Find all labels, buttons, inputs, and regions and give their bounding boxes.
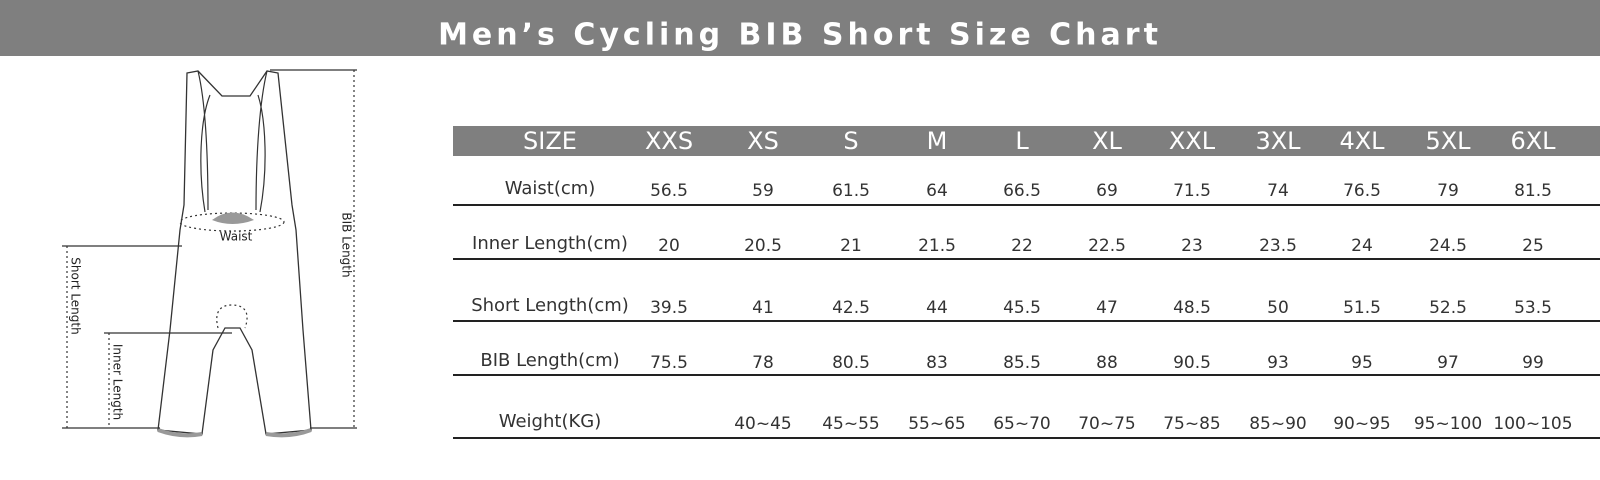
cell: 20 (658, 236, 680, 256)
cell: 45~55 (822, 414, 880, 434)
waist-fill (212, 212, 254, 224)
row-label: Waist(cm) (505, 178, 596, 199)
hem (157, 428, 312, 438)
cell: 76.5 (1343, 181, 1381, 201)
cell: 75~85 (1163, 414, 1221, 434)
cell: 20.5 (744, 236, 782, 256)
cell: 69 (1096, 181, 1118, 201)
cell: 66.5 (1003, 181, 1041, 201)
cell: 83 (926, 353, 948, 373)
cell: 70~75 (1078, 414, 1136, 434)
cell: 45.5 (1003, 298, 1041, 318)
cell: 59 (752, 181, 774, 201)
header-cell: 6XL (1510, 127, 1556, 155)
cell: 97 (1437, 353, 1459, 373)
cell: 23.5 (1259, 236, 1297, 256)
title: Men’s Cycling BIB Short Size Chart (438, 18, 1162, 53)
row-label: Short Length(cm) (471, 295, 629, 316)
waist-label: Waist (220, 230, 253, 244)
cell: 78 (752, 353, 774, 373)
cell: 39.5 (650, 298, 688, 318)
row-label: Weight(KG) (499, 411, 602, 432)
cell: 85~90 (1249, 414, 1307, 434)
header-cell: 4XL (1339, 127, 1385, 155)
cell: 22 (1011, 236, 1033, 256)
header-cell: S (843, 127, 858, 155)
inner-length-label: Inner Length (111, 344, 125, 420)
cell: 65~70 (993, 414, 1051, 434)
cell: 56.5 (650, 181, 688, 201)
table-header-bar (453, 126, 1600, 156)
bib-length-label: BIB Length (340, 212, 354, 277)
cell: 25 (1522, 236, 1544, 256)
cell: 41 (752, 298, 774, 318)
size-table: SIZE XXS XS S M L XL XXL 3XL 4XL 5XL 6XL Waist(cm) 56… (453, 127, 1600, 439)
short-length-label: Short Length (69, 257, 83, 334)
row-label: BIB Length(cm) (480, 350, 619, 371)
cell: 80.5 (832, 353, 870, 373)
cell: 55~65 (908, 414, 966, 434)
cell: 74 (1267, 181, 1289, 201)
header-cell: XXL (1169, 127, 1216, 155)
bib-inner (197, 70, 268, 213)
cell: 61.5 (832, 181, 870, 201)
cell: 24 (1351, 236, 1373, 256)
cell: 99 (1522, 353, 1544, 373)
cell: 40~45 (734, 414, 792, 434)
cell: 48.5 (1173, 298, 1211, 318)
header-cell: 5XL (1425, 127, 1471, 155)
cell: 93 (1267, 353, 1289, 373)
cell: 88 (1096, 353, 1118, 373)
header-cell: SIZE (523, 127, 577, 155)
cell: 79 (1437, 181, 1459, 201)
cell: 100~105 (1493, 414, 1572, 434)
cell: 90~95 (1333, 414, 1391, 434)
cell: 53.5 (1514, 298, 1552, 318)
cell: 42.5 (832, 298, 870, 318)
cell: 52.5 (1429, 298, 1467, 318)
diagram: Waist BIB Length Short Length Inner Leng… (62, 69, 357, 438)
cell: 23 (1181, 236, 1203, 256)
cell: 51.5 (1343, 298, 1381, 318)
row-label: Inner Length(cm) (472, 233, 628, 254)
cell: 21 (840, 236, 862, 256)
cell: 75.5 (650, 353, 688, 373)
title-bar (0, 0, 1600, 56)
cell: 95~100 (1414, 414, 1482, 434)
cell: 47 (1096, 298, 1118, 318)
header-cell: M (927, 127, 948, 155)
cell: 90.5 (1173, 353, 1211, 373)
cell: 71.5 (1173, 181, 1211, 201)
header-cell: L (1015, 127, 1029, 155)
header-cell: XL (1092, 127, 1122, 155)
cell: 24.5 (1429, 236, 1467, 256)
cell: 21.5 (918, 236, 956, 256)
cell: 22.5 (1088, 236, 1126, 256)
cell: 85.5 (1003, 353, 1041, 373)
header-cell: XXS (645, 127, 693, 155)
cell: 50 (1267, 298, 1289, 318)
cell: 64 (926, 181, 948, 201)
cell: 44 (926, 298, 948, 318)
cell: 95 (1351, 353, 1373, 373)
header-cell: XS (747, 127, 779, 155)
cell: 81.5 (1514, 181, 1552, 201)
pad (216, 304, 248, 329)
bib-outline (157, 70, 312, 435)
header-cell: 3XL (1255, 127, 1301, 155)
